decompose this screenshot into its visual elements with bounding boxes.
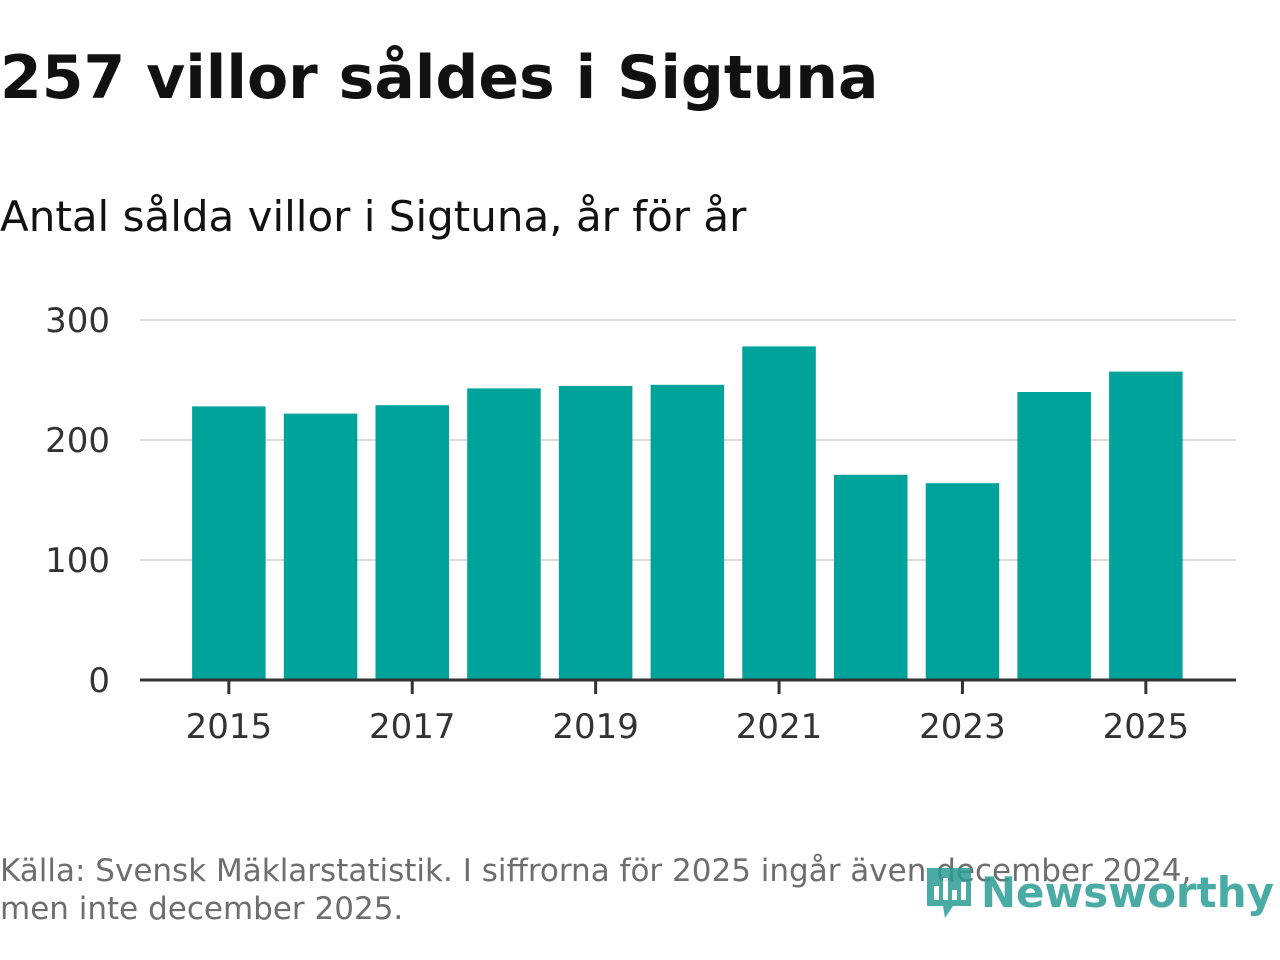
bar-chart: 0 100 200 300 2015 2017 2019 2021 2023 2025 bbox=[45, 301, 1236, 747]
x-tick-label-2019: 2019 bbox=[552, 707, 639, 747]
bar-2025 bbox=[1109, 371, 1183, 680]
brand-name: Newsworthy bbox=[980, 868, 1274, 917]
bars bbox=[192, 346, 1183, 680]
bar-2017 bbox=[375, 405, 449, 680]
chart-headline: 257 villor såldes i Sigtuna bbox=[0, 43, 879, 113]
source-line-2: men inte december 2025. bbox=[0, 891, 404, 927]
bar-2023 bbox=[925, 483, 1000, 680]
source-line-1: Källa: Svensk Mäklarstatistik. I siffror… bbox=[0, 853, 1192, 889]
bar-2020 bbox=[650, 384, 725, 680]
x-tick-label-2021: 2021 bbox=[736, 707, 823, 747]
axes: 0 100 200 300 2015 2017 2019 2021 2023 2025 bbox=[45, 301, 1236, 747]
chart-subtitle: Antal sålda villor i Sigtuna, år för år bbox=[0, 192, 747, 241]
y-tick-label-100: 100 bbox=[45, 541, 110, 581]
bar-2024 bbox=[1017, 392, 1091, 680]
x-tick-label-2023: 2023 bbox=[919, 707, 1006, 747]
bar-2018 bbox=[467, 388, 541, 680]
y-tick-label-0: 0 bbox=[88, 661, 110, 701]
x-tick-label-2017: 2017 bbox=[369, 707, 456, 747]
y-tick-label-200: 200 bbox=[45, 421, 110, 461]
bar-2016 bbox=[283, 413, 358, 680]
bar-2021 bbox=[742, 346, 816, 680]
brand-logo: Newsworthy bbox=[923, 862, 1274, 924]
newsworthy-logo-icon bbox=[926, 868, 971, 918]
x-tick-label-2025: 2025 bbox=[1103, 707, 1190, 747]
x-tick-label-2015: 2015 bbox=[186, 707, 273, 747]
source-note: Källa: Svensk Mäklarstatistik. I siffror… bbox=[0, 852, 1210, 928]
bar-2019 bbox=[558, 386, 633, 680]
bar-2015 bbox=[192, 406, 266, 680]
bar-2022 bbox=[834, 474, 908, 680]
y-tick-label-300: 300 bbox=[45, 301, 110, 341]
